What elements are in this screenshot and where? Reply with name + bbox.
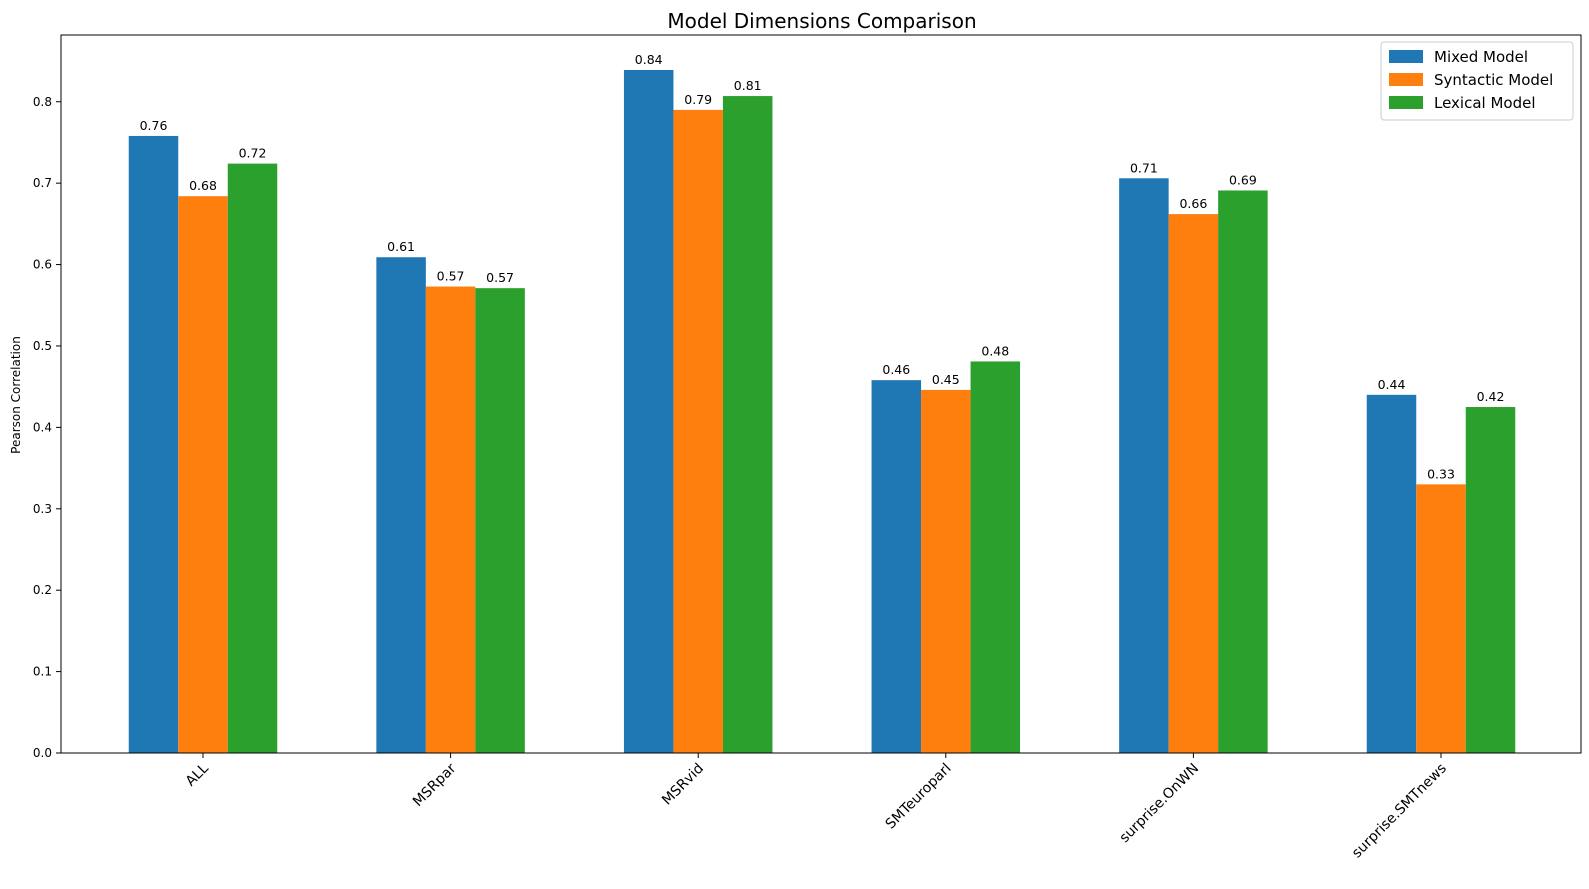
bar-value-label: 0.57 [486, 270, 514, 285]
x-category-label: surprise.SMTnews [1349, 761, 1450, 862]
legend-item-label: Mixed Model [1434, 48, 1528, 66]
y-tick-label: 0.5 [33, 339, 52, 353]
bar-lexical-model [970, 361, 1021, 753]
bar-value-label: 0.61 [387, 239, 415, 254]
bar-value-label: 0.76 [140, 118, 168, 133]
x-category-label: SMTeuroparl [883, 761, 955, 833]
bar-lexical-model [227, 163, 278, 753]
bar-value-label: 0.72 [239, 146, 267, 161]
y-axis-label: Pearson Correlation [9, 336, 23, 454]
bar-syntactic-model [1416, 484, 1466, 753]
bar-value-label: 0.44 [1378, 377, 1406, 392]
bar-value-label: 0.57 [437, 269, 465, 284]
x-axis: ALL MSRpar MSRvid SMTeuroparl surprise.OnWN s… [183, 753, 1450, 861]
bar-lexical-model [475, 288, 525, 753]
x-category-label: ALL [183, 760, 212, 789]
bar-syntactic-model [1168, 214, 1219, 754]
y-tick-label: 0.0 [33, 746, 52, 760]
bar-value-label: 0.42 [1477, 389, 1505, 404]
bar-mixed-model [128, 135, 179, 754]
bar-value-label: 0.68 [189, 178, 217, 193]
bar-mixed-model [871, 380, 922, 753]
legend-item-label: Syntactic Model [1434, 71, 1553, 89]
legend-swatch [1389, 73, 1423, 86]
bar-lexical-model [1465, 407, 1516, 753]
x-category-label: MSRpar [410, 760, 460, 810]
bar-mixed-model [623, 70, 674, 754]
y-tick-label: 0.8 [33, 95, 52, 109]
bar-value-label: 0.33 [1427, 466, 1455, 481]
bar-value-label: 0.69 [1229, 172, 1257, 187]
bar-syntactic-model [425, 286, 476, 753]
y-tick-label: 0.3 [33, 502, 52, 516]
y-tick-label: 0.4 [33, 420, 52, 434]
x-category-label: surprise.OnWN [1117, 761, 1203, 847]
bar-value-label: 0.84 [635, 52, 663, 67]
x-category-label: MSRvid [659, 761, 707, 809]
bar-lexical-model [722, 96, 773, 753]
bar-lexical-model [1218, 190, 1268, 754]
y-tick-label: 0.2 [33, 583, 52, 597]
bar-syntactic-model [921, 389, 971, 753]
bar-mixed-model [1119, 178, 1169, 753]
bar-value-label: 0.81 [734, 78, 762, 93]
chart-title: Model Dimensions Comparison [667, 9, 976, 33]
y-tick-label: 0.7 [33, 176, 52, 190]
y-axis: 0.0 0.1 0.2 0.3 0.4 0.5 0.6 0.7 0.8 [33, 95, 61, 760]
bar-value-label: 0.71 [1130, 160, 1158, 175]
bar-value-label: 0.45 [932, 372, 960, 387]
legend-item-label: Lexical Model [1434, 94, 1536, 112]
legend-swatch [1389, 96, 1423, 109]
bar-syntactic-model [673, 109, 723, 753]
bar-value-label: 0.79 [684, 92, 712, 107]
bar-value-label: 0.48 [981, 343, 1009, 358]
bar-value-label: 0.46 [882, 362, 910, 377]
bars-group [128, 70, 1516, 754]
y-tick-label: 0.1 [33, 665, 52, 679]
bar-mixed-model [376, 257, 426, 753]
bar-mixed-model [1366, 394, 1417, 753]
legend: Mixed Model Syntactic Model Lexical Model [1380, 41, 1574, 121]
bar-syntactic-model [178, 196, 228, 754]
value-labels-group: 0.76 0.68 0.72 0.61 0.57 0.57 0.84 0.79 0.81 0.46… [140, 52, 1505, 481]
legend-swatch [1389, 50, 1423, 63]
legend-box [1380, 41, 1574, 121]
y-tick-label: 0.6 [33, 258, 52, 272]
bar-value-label: 0.66 [1179, 196, 1207, 211]
plot-frame [60, 34, 1582, 754]
